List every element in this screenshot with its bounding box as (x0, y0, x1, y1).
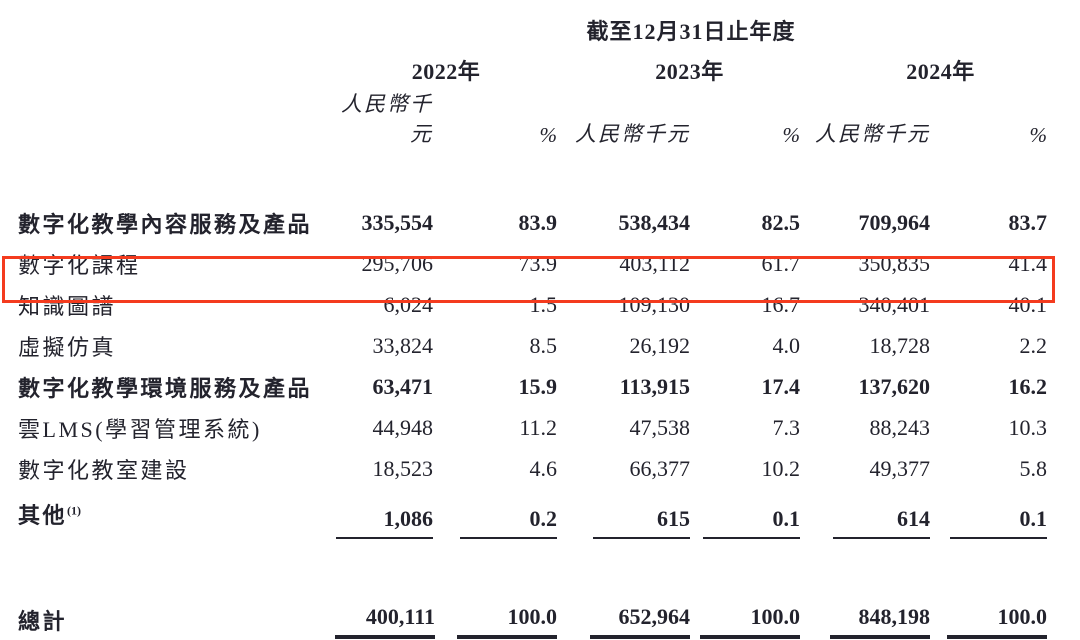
row-label: 雲LMS(學習管理系統) (18, 416, 262, 442)
cell-value: 41.4 (1008, 250, 1048, 276)
cell-value: 40.1 (1008, 291, 1048, 317)
total-value: 100.0 (457, 604, 557, 639)
cell-value: 44,948 (372, 414, 434, 440)
year-header-2024: 2024年 (906, 59, 975, 84)
cell-value: 18,523 (372, 455, 434, 481)
cell-value: 0.1 (950, 506, 1048, 539)
revenue-breakdown-table: 截至12月31日止年度 2022年 2023年 2024年 人民幣千元 % 人民… (0, 0, 1048, 640)
table-row-highlighted: 知識圖譜 6,024 1.5 109,130 16.7 340,401 40.1 (0, 284, 1047, 325)
percent-label-2022: % (539, 123, 558, 147)
table-title: 截至12月31日止年度 (586, 19, 796, 44)
cell-value: 8.5 (529, 332, 558, 358)
total-value: 848,198 (830, 604, 930, 639)
row-label: 知識圖譜 (18, 293, 117, 319)
table-row-total: 總計 400,111 100.0 652,964 100.0 848,198 1… (0, 594, 1048, 640)
row-label: 其他(1) (18, 503, 82, 528)
cell-value: 15.9 (518, 373, 558, 399)
cell-value: 5.8 (1019, 455, 1048, 481)
percent-label-2024: % (1029, 123, 1048, 147)
row-label: 數字化教學環境服務及產品 (18, 375, 313, 401)
cell-value: 2.2 (1019, 332, 1048, 358)
table-row: 數字化教學環境服務及產品 63,471 15.9 113,915 17.4 13… (0, 366, 1047, 407)
cell-value: 49,377 (869, 455, 931, 481)
table-row: 虛擬仿真 33,824 8.5 26,192 4.0 18,728 2.2 (0, 325, 1047, 366)
cell-value: 63,471 (372, 373, 434, 399)
row-label: 虛擬仿真 (18, 334, 117, 360)
table-row: 數字化教室建設 18,523 4.6 66,377 10.2 49,377 5.… (0, 448, 1047, 489)
cell-value: 137,620 (858, 373, 931, 399)
highlight-annotation-box (2, 256, 1055, 303)
cell-value: 11.2 (519, 414, 557, 440)
total-value: 100.0 (700, 604, 800, 639)
cell-value: 4.0 (772, 332, 801, 358)
table-row-others: 其他(1) 1,086 0.2 615 0.1 614 0.1 (0, 489, 1048, 539)
cell-value: 0.1 (703, 506, 800, 539)
cell-value: 47,538 (629, 414, 691, 440)
cell-value: 83.7 (1008, 209, 1048, 235)
unit-label-2023: 人民幣千元 (575, 122, 690, 146)
cell-value: 73.9 (518, 250, 558, 276)
header-spacer (0, 48, 335, 88)
cell-value: 0.2 (460, 506, 557, 539)
total-value: 100.0 (947, 604, 1048, 639)
cell-value: 10.3 (1008, 414, 1048, 440)
cell-value: 33,824 (372, 332, 434, 358)
cell-value: 113,915 (619, 373, 690, 399)
cell-value: 18,728 (869, 332, 931, 358)
cell-value: 83.9 (518, 209, 558, 235)
table-row: 雲LMS(學習管理系統) 44,948 11.2 47,538 7.3 88,2… (0, 407, 1047, 448)
cell-value: 709,964 (858, 209, 931, 235)
total-value: 652,964 (590, 604, 690, 639)
unit-label-2024: 人民幣千元 (815, 122, 930, 146)
cell-value: 1.5 (529, 291, 558, 317)
cell-value: 61.7 (761, 250, 801, 276)
percent-label-2023: % (782, 123, 801, 147)
cell-value: 26,192 (629, 332, 691, 358)
cell-value: 17.4 (761, 373, 801, 399)
cell-value: 88,243 (869, 414, 931, 440)
total-label: 總計 (18, 609, 68, 634)
year-header-2022: 2022年 (411, 59, 481, 84)
header-spacer (0, 0, 335, 48)
unit-label-2022: 人民幣千元 (341, 92, 433, 146)
cell-value: 403,112 (619, 250, 690, 276)
cell-value: 295,706 (361, 250, 434, 276)
cell-value: 109,130 (618, 291, 691, 317)
cell-value: 4.6 (529, 455, 558, 481)
row-label: 數字化教學內容服務及產品 (18, 211, 313, 237)
footnote-ref: (1) (67, 503, 82, 518)
cell-value: 615 (593, 506, 690, 539)
total-value: 400,111 (335, 604, 435, 639)
cell-value: 7.3 (772, 414, 801, 440)
cell-value: 350,835 (858, 250, 931, 276)
cell-value: 614 (833, 506, 930, 539)
row-label: 數字化教室建設 (18, 457, 190, 483)
header-spacer (0, 88, 335, 150)
spacer (0, 150, 1047, 202)
cell-value: 1,086 (336, 506, 433, 539)
cell-value: 10.2 (761, 455, 801, 481)
cell-value: 66,377 (629, 455, 691, 481)
spacer (0, 539, 1047, 594)
cell-value: 340,401 (858, 291, 931, 317)
cell-value: 16.7 (761, 291, 801, 317)
cell-value: 335,554 (361, 209, 434, 235)
cell-value: 6,024 (383, 291, 434, 317)
table-row: 數字化課程 295,706 73.9 403,112 61.7 350,835 … (0, 243, 1047, 284)
cell-value: 16.2 (1008, 373, 1048, 399)
table-row: 數字化教學內容服務及產品 335,554 83.9 538,434 82.5 7… (0, 202, 1047, 243)
cell-value: 82.5 (761, 209, 801, 235)
cell-value: 538,434 (618, 209, 691, 235)
year-header-2023: 2023年 (655, 59, 724, 84)
